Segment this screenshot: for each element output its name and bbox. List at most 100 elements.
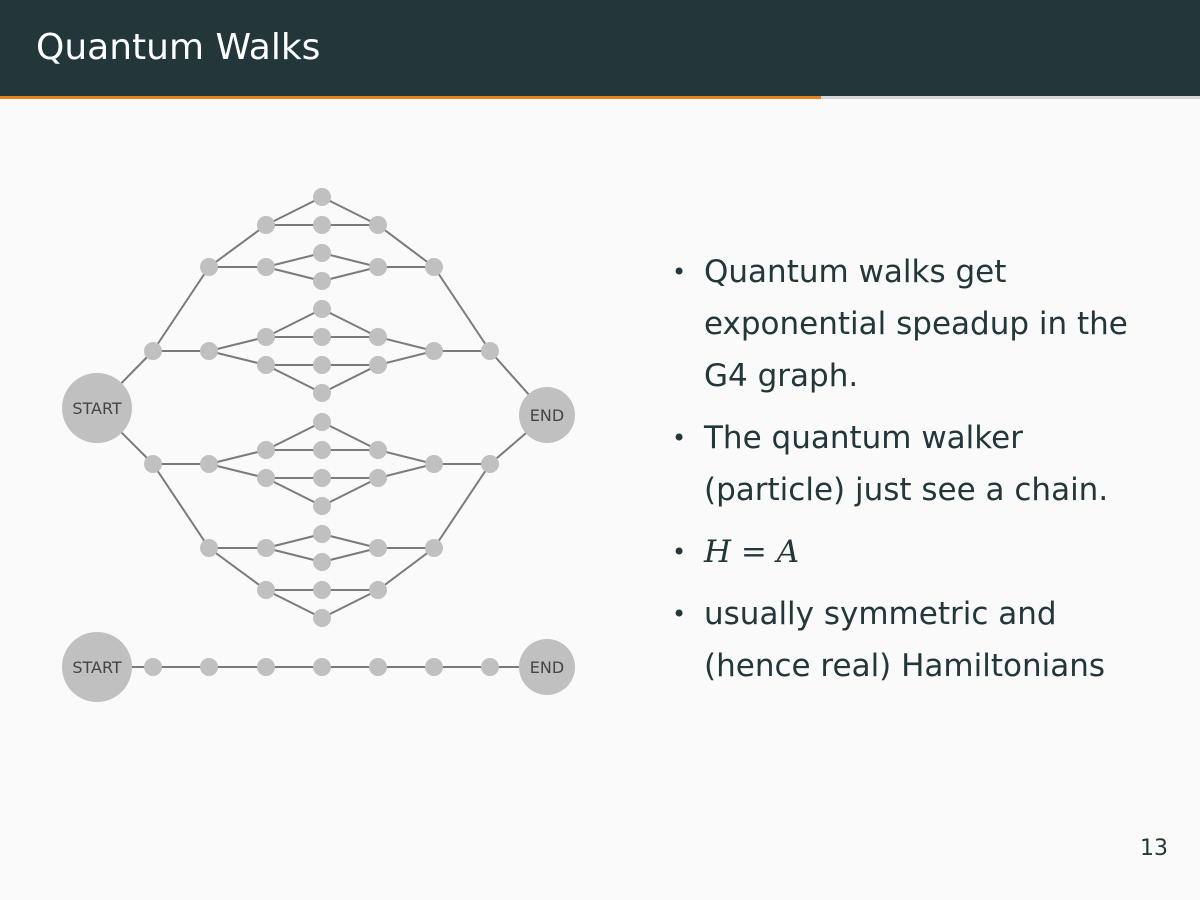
- bullet-dot: •: [672, 424, 687, 452]
- graph-node: [313, 469, 331, 487]
- graph-node: [425, 258, 443, 276]
- start-node-chain: [62, 632, 132, 702]
- page-number: 13: [1140, 836, 1168, 861]
- bullet-item: • H = A: [672, 526, 1172, 578]
- bottom-start-label: START: [72, 658, 122, 677]
- graph-node: [369, 216, 387, 234]
- bullet-text: The quantum walker (particle) just see a…: [704, 420, 1109, 508]
- graph-node: [144, 342, 162, 360]
- hamiltonian-equation: H = A: [704, 534, 799, 570]
- graph-node: [369, 469, 387, 487]
- graph-node: [313, 441, 331, 459]
- graph-edge: [321, 533, 379, 549]
- graph-node: [200, 455, 218, 473]
- top-start-label: START: [72, 399, 122, 418]
- graph-edge: [377, 350, 435, 366]
- bullet-item: • The quantum walker (particle) just see…: [672, 412, 1172, 516]
- graph-node: [313, 384, 331, 402]
- graph-node: [481, 455, 499, 473]
- graph-edge: [265, 252, 323, 268]
- graph-node: [369, 539, 387, 557]
- graph-node: [257, 469, 275, 487]
- graph-node: [313, 300, 331, 318]
- graph-edge: [433, 266, 491, 352]
- graph-edge: [208, 336, 267, 352]
- bullet-item: • Quantum walks get exponential speadup …: [672, 246, 1172, 402]
- graph-edge: [265, 547, 323, 563]
- chain-node: [481, 658, 499, 676]
- math-operator: =: [731, 534, 777, 570]
- graph-node: [369, 581, 387, 599]
- graph-edge: [152, 463, 210, 549]
- graph-node: [313, 581, 331, 599]
- math-lhs: H: [704, 534, 732, 570]
- bullet-text: usually symmetric and (hence real) Hamil…: [704, 596, 1106, 684]
- graph-node: [481, 342, 499, 360]
- graph-node: [200, 258, 218, 276]
- graph-edge: [321, 547, 379, 563]
- graph-node: [257, 539, 275, 557]
- graph-node: [425, 455, 443, 473]
- math-rhs: A: [776, 534, 800, 570]
- graph-edge: [433, 463, 491, 549]
- bullet-dot: •: [672, 600, 687, 628]
- bullet-list: • Quantum walks get exponential speadup …: [672, 246, 1172, 702]
- bullet-dot: •: [672, 258, 687, 286]
- graph-edge: [208, 547, 267, 591]
- graph-node: [313, 356, 331, 374]
- graph-node: [313, 216, 331, 234]
- graph-edge: [265, 308, 323, 338]
- graph-node: [313, 272, 331, 290]
- graph-node: [200, 342, 218, 360]
- progress-bar: [0, 96, 821, 99]
- graph-edge: [208, 350, 267, 366]
- graph-node: [369, 258, 387, 276]
- graph-edge: [321, 421, 379, 451]
- graph-edge: [377, 463, 435, 479]
- graph-node: [257, 258, 275, 276]
- graph-node: [313, 328, 331, 346]
- graph-edge: [321, 364, 379, 394]
- graph-edge: [265, 533, 323, 549]
- graph-node: [425, 539, 443, 557]
- graph-node: [313, 553, 331, 571]
- graph-node: [313, 497, 331, 515]
- graph-edge: [265, 421, 323, 451]
- bullet-dot: •: [672, 538, 687, 566]
- graph-node: [369, 328, 387, 346]
- graph-node: [257, 581, 275, 599]
- graph-node: [313, 609, 331, 627]
- graph-node: [313, 188, 331, 206]
- graph-edge: [265, 364, 323, 394]
- graph-edge: [265, 266, 323, 282]
- bullet-item: • usually symmetric and (hence real) Ham…: [672, 588, 1172, 692]
- graph-edge: [265, 589, 323, 619]
- graph-node: [144, 455, 162, 473]
- graph-edge: [265, 477, 323, 507]
- graph-node: [369, 441, 387, 459]
- graph-edge: [265, 196, 323, 226]
- start-node-top: [62, 373, 132, 443]
- chain-node: [144, 658, 162, 676]
- top-end-label: END: [530, 406, 564, 425]
- graph-edge: [321, 589, 379, 619]
- bottom-end-label: END: [530, 658, 564, 677]
- graph-edge: [321, 252, 379, 268]
- end-node-top: [519, 387, 575, 443]
- graph-edge: [321, 196, 379, 226]
- graph-nodes: [62, 188, 575, 702]
- graph-edge: [377, 224, 435, 268]
- graph-node: [313, 413, 331, 431]
- slide-title: Quantum Walks: [36, 27, 321, 68]
- chain-node: [369, 658, 387, 676]
- end-node-chain: [519, 639, 575, 695]
- graph-node: [313, 525, 331, 543]
- chain-node: [425, 658, 443, 676]
- title-bar: Quantum Walks: [0, 0, 1200, 96]
- graph-edge: [208, 224, 267, 268]
- chain-node: [313, 658, 331, 676]
- graph-node: [257, 441, 275, 459]
- graph-edge: [377, 336, 435, 352]
- graph-node: [313, 244, 331, 262]
